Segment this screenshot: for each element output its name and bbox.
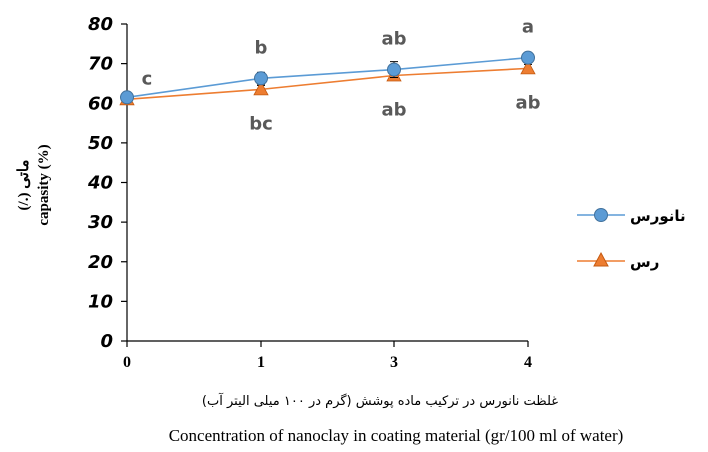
y-tick-label: 0 — [100, 331, 113, 352]
x-tick-labels: 0 1 3 4 — [123, 354, 532, 371]
y-tick-label: 20 — [88, 252, 113, 273]
x-tick-label: 3 — [390, 354, 398, 371]
x-tick-label: 1 — [257, 354, 265, 371]
axes — [121, 23, 529, 347]
y-tick-label: 60 — [88, 93, 113, 114]
y-axis-label-fa: ماتی (./) — [16, 160, 32, 211]
legend-label-nanoclay: نانورس — [630, 207, 686, 225]
data-point-triangle — [520, 60, 536, 75]
data-point-circle — [387, 62, 401, 77]
data-point-circle — [521, 50, 535, 65]
legend-marker-nanoclay — [594, 208, 608, 222]
significance-label: ab — [515, 92, 540, 113]
series-layer — [119, 50, 536, 106]
legend-marker-clay — [593, 251, 609, 267]
x-axis-label-en: Concentration of nanoclay in coating mat… — [169, 426, 624, 445]
y-tick-label: 10 — [88, 291, 113, 312]
significance-label: bc — [249, 113, 273, 134]
y-tick-label: 50 — [88, 133, 113, 154]
x-tick-label: 4 — [524, 354, 532, 371]
significance-label: ab — [381, 100, 406, 121]
significance-labels: c b ab a bc ab ab — [142, 17, 541, 135]
y-tick-label: 30 — [88, 212, 113, 233]
y-tick-label: 70 — [88, 54, 113, 75]
data-point-circle — [254, 71, 268, 86]
series-line-0 — [126, 56, 529, 99]
significance-label: b — [255, 37, 268, 58]
series-line-1 — [126, 67, 529, 101]
y-tick-label: 80 — [88, 14, 113, 35]
x-tick-label: 0 — [123, 354, 131, 371]
legend: نانورس رس — [577, 207, 686, 271]
data-point-circle — [120, 90, 134, 105]
significance-label: c — [142, 68, 153, 89]
y-tick-label: 40 — [87, 173, 113, 194]
x-axis-label-fa: غلظت نانورس در ترکیب ماده پوشش (گرم در ۱… — [202, 392, 558, 409]
legend-label-clay: رس — [630, 253, 659, 271]
data-point-triangle — [253, 81, 269, 96]
y-axis-label-en: capasity (%) — [36, 144, 52, 225]
significance-label: ab — [381, 29, 406, 50]
significance-label: a — [522, 17, 534, 38]
y-tick-labels: 0 10 20 30 40 50 60 70 80 — [87, 14, 113, 352]
